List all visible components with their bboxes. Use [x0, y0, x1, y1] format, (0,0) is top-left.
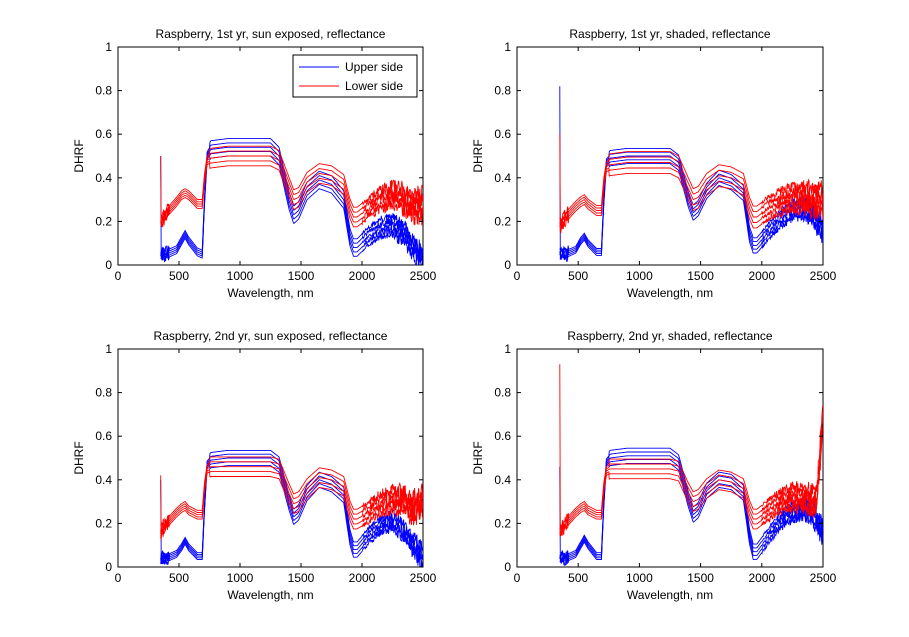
legend-label: Upper side — [345, 60, 403, 74]
y-tick-label: 0.4 — [95, 171, 112, 185]
y-tick-label: 0.6 — [95, 127, 112, 141]
y-tick-label: 1 — [105, 40, 112, 54]
y-tick-label: 1 — [105, 342, 112, 356]
x-tick-label: 1000 — [626, 269, 653, 283]
y-tick-label: 0.8 — [95, 84, 112, 98]
subplot-title: Raspberry, 2nd yr, sun exposed, reflecta… — [154, 329, 388, 343]
y-tick-label: 0.2 — [494, 214, 511, 228]
series-line-lower-side — [160, 145, 423, 221]
subplot-3: 0 500 1000 1500 2000 2500 0 0.2 0.4 0.6 0.8 1 Raspbe… — [72, 329, 437, 602]
y-tick-label: 0.4 — [494, 473, 511, 487]
legend: Upper side Lower side — [292, 54, 418, 98]
x-tick-label: 500 — [169, 269, 189, 283]
x-axis-label: Wavelength, nm — [227, 588, 313, 602]
x-tick-label: 1500 — [288, 269, 315, 283]
x-tick-label: 1500 — [288, 571, 315, 585]
axes-frame — [516, 348, 824, 568]
y-tick-label: 0.2 — [494, 516, 511, 530]
x-tick-label: 1500 — [687, 269, 714, 283]
x-tick-label: 2500 — [410, 269, 437, 283]
x-tick-label: 1000 — [626, 571, 653, 585]
y-tick-label: 0.4 — [95, 473, 112, 487]
y-tick-label: 0.8 — [494, 386, 511, 400]
legend-label: Lower side — [345, 79, 403, 93]
y-axis-label: DHRF — [471, 441, 485, 474]
series-line-lower-side — [559, 410, 823, 531]
series-group — [160, 449, 423, 567]
x-tick-label: 2000 — [748, 571, 775, 585]
x-tick-label: 500 — [568, 571, 588, 585]
legend-box — [292, 54, 418, 98]
x-axis-label: Wavelength, nm — [627, 286, 713, 300]
x-tick-label: 1500 — [687, 571, 714, 585]
subplot-title: Raspberry, 1st yr, shaded, reflectance — [569, 27, 771, 41]
x-axis-label: Wavelength, nm — [227, 286, 313, 300]
x-tick-label: 500 — [568, 269, 588, 283]
x-tick-label: 2500 — [410, 571, 437, 585]
subplot-title: Raspberry, 1st yr, sun exposed, reflecta… — [156, 27, 386, 41]
y-tick-label: 0.6 — [494, 429, 511, 443]
x-axis-label: Wavelength, nm — [627, 588, 713, 602]
x-tick-label: 1000 — [227, 269, 254, 283]
series-group — [160, 138, 423, 265]
series-group — [559, 86, 823, 262]
y-tick-label: 1 — [504, 40, 511, 54]
x-tick-label: 500 — [169, 571, 189, 585]
x-tick-label: 2500 — [810, 571, 837, 585]
x-tick-label: 2000 — [748, 269, 775, 283]
series-group — [559, 364, 823, 567]
x-tick-label: 2000 — [349, 571, 376, 585]
y-tick-label: 0.6 — [494, 127, 511, 141]
x-tick-label: 0 — [514, 269, 521, 283]
y-axis-label: DHRF — [72, 139, 86, 172]
y-tick-label: 0.4 — [494, 171, 511, 185]
series-line-lower-side — [160, 456, 423, 532]
subplot-2: 0 500 1000 1500 2000 2500 0 0.2 0.4 0.6 0.8 1 Raspbe… — [471, 27, 837, 300]
y-tick-label: 0 — [105, 560, 112, 574]
y-tick-label: 0.6 — [95, 429, 112, 443]
y-tick-label: 0 — [504, 560, 511, 574]
y-tick-label: 1 — [504, 342, 511, 356]
x-tick-label: 0 — [514, 571, 521, 585]
y-tick-label: 0 — [504, 258, 511, 272]
x-tick-label: 2000 — [349, 269, 376, 283]
y-axis-label: DHRF — [471, 139, 485, 172]
x-tick-label: 2500 — [810, 269, 837, 283]
x-tick-label: 0 — [115, 269, 122, 283]
y-tick-label: 0.8 — [494, 84, 511, 98]
subplot-4: 0 500 1000 1500 2000 2500 0 0.2 0.4 0.6 0.8 1 Raspbe… — [471, 329, 837, 602]
y-tick-label: 0.2 — [95, 516, 112, 530]
y-tick-label: 0.8 — [95, 386, 112, 400]
x-tick-label: 0 — [115, 571, 122, 585]
subplot-title: Raspberry, 2nd yr, shaded, reflectance — [567, 329, 773, 343]
series-line-upper-side — [160, 449, 423, 560]
subplot-1: 0 500 1000 1500 2000 2500 0 0.2 0.4 0.6 0.8 1 Raspbe… — [72, 27, 437, 300]
y-tick-label: 0 — [105, 258, 112, 272]
series-line-lower-side — [559, 151, 823, 222]
y-tick-label: 0.2 — [95, 214, 112, 228]
y-axis-label: DHRF — [72, 441, 86, 474]
x-tick-label: 1000 — [227, 571, 254, 585]
